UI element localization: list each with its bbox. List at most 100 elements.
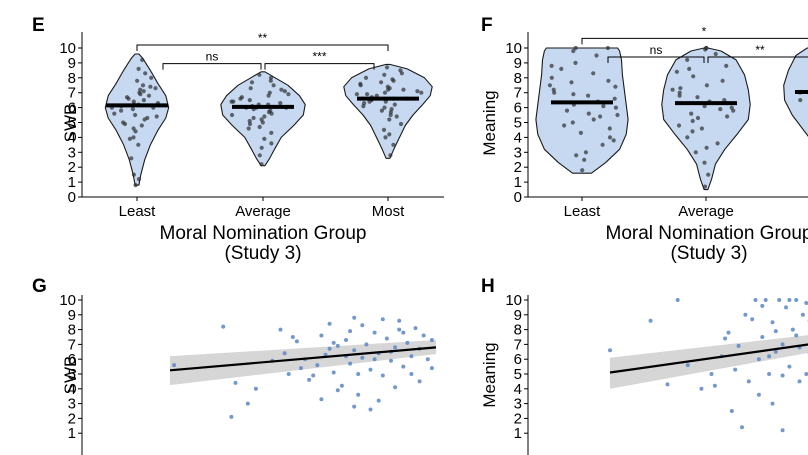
significance-label: ns [650, 43, 663, 57]
y-tick-label: 2 [68, 410, 76, 427]
data-point [702, 160, 707, 165]
data-point [767, 372, 772, 376]
data-point [331, 370, 336, 375]
y-tick-label: 9 [68, 307, 76, 324]
data-point [299, 366, 303, 371]
y-tick-label: 6 [514, 351, 522, 368]
y-tick-label: 10 [505, 292, 522, 309]
data-point [798, 98, 803, 103]
data-point [269, 130, 274, 135]
data-point [591, 71, 596, 76]
data-point [613, 105, 619, 110]
data-point [266, 93, 271, 98]
data-point [578, 130, 584, 135]
x-tick-label: Least [564, 203, 602, 220]
data-point [607, 135, 613, 140]
data-point [773, 349, 778, 354]
data-point [248, 86, 253, 91]
data-point [229, 112, 235, 118]
x-axis-title: Moral Nomination Group [606, 223, 808, 244]
data-point [140, 83, 146, 88]
data-point [133, 183, 138, 188]
data-point [257, 153, 262, 158]
data-point [139, 123, 144, 128]
data-point [615, 112, 620, 118]
panel-letter: H [481, 276, 495, 297]
data-point [693, 150, 698, 155]
data-point [331, 340, 336, 345]
y-tick-label: 9 [514, 307, 522, 324]
y-tick-label: 1 [68, 174, 76, 191]
data-point [262, 114, 267, 119]
data-point [135, 78, 140, 83]
data-point [352, 315, 357, 320]
y-tick-label: 5 [514, 115, 522, 132]
data-point [136, 66, 141, 71]
y-tick-label: 6 [514, 100, 522, 117]
data-point [723, 336, 728, 341]
data-point [703, 47, 708, 52]
data-point [605, 45, 611, 51]
data-point [344, 338, 348, 342]
data-point [685, 363, 690, 368]
data-point [172, 363, 177, 368]
y-axis-label: Meaning [480, 342, 499, 407]
data-point [380, 373, 385, 378]
significance-label: ns [206, 50, 219, 64]
data-point [419, 90, 424, 95]
y-tick-label: 2 [514, 410, 522, 427]
data-point [691, 74, 696, 79]
significance-label: ** [755, 43, 765, 57]
data-point [421, 333, 426, 338]
data-point [611, 138, 616, 143]
data-point [354, 92, 359, 97]
data-point [718, 107, 723, 112]
data-point [429, 366, 434, 371]
data-point [348, 329, 353, 334]
data-point [713, 51, 718, 57]
data-point [409, 372, 414, 376]
data-point [294, 339, 299, 344]
y-tick-label: 2 [514, 159, 522, 176]
data-point [286, 92, 291, 97]
data-point [382, 72, 387, 77]
data-point [409, 354, 414, 359]
y-tick-label: 3 [68, 144, 76, 161]
plot-area [608, 298, 808, 433]
data-point [564, 108, 570, 113]
y-tick-label: 3 [68, 396, 76, 413]
data-point [612, 96, 617, 101]
data-point [740, 425, 744, 430]
data-point [562, 123, 567, 128]
data-point [715, 141, 720, 146]
fit-line [169, 346, 437, 372]
data-point [131, 126, 136, 131]
data-point [800, 312, 805, 317]
y-tick-label: 10 [505, 40, 522, 57]
data-point [674, 69, 680, 74]
data-point [397, 327, 402, 332]
data-point [551, 87, 556, 92]
data-point [319, 333, 324, 338]
data-point [140, 57, 145, 63]
data-point [307, 377, 312, 382]
data-point [600, 142, 605, 147]
data-point [392, 102, 397, 107]
data-point [148, 84, 153, 89]
data-point [356, 372, 361, 376]
data-point [677, 93, 682, 98]
data-point [770, 320, 775, 325]
data-point [269, 141, 274, 146]
data-point [141, 89, 146, 94]
data-point [384, 65, 390, 70]
x-axis-subtitle: (Study 3) [670, 243, 747, 264]
data-point [559, 66, 564, 71]
confidence-ribbon [610, 335, 808, 389]
data-point [381, 127, 387, 132]
data-point [399, 71, 404, 76]
data-point [405, 340, 410, 345]
significance-label: * [702, 24, 707, 38]
data-point [594, 53, 599, 58]
data-point [387, 117, 392, 122]
y-tick-label: 8 [514, 322, 522, 339]
